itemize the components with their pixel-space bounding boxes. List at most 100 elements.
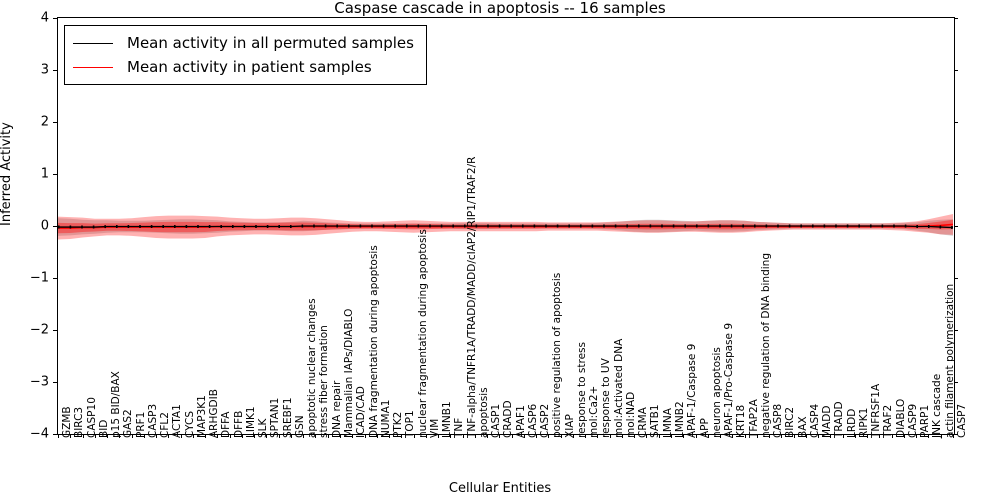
x-tick-mark	[82, 434, 84, 438]
x-tick-mark	[916, 434, 918, 438]
x-tick-label: CASP10	[85, 397, 98, 438]
x-tick-mark	[487, 434, 489, 438]
x-tick-mark	[241, 434, 243, 438]
x-tick-mark	[720, 434, 722, 438]
y-tick-mark	[954, 330, 958, 331]
x-tick-label: DIABLO	[894, 398, 907, 438]
x-tick-mark	[548, 434, 550, 438]
x-tick-mark	[192, 434, 194, 438]
x-tick-label: p15 BID/BAX	[110, 371, 123, 438]
x-tick-mark	[781, 434, 783, 438]
x-tick-label: CASP4	[808, 403, 821, 438]
y-tick-mark	[954, 70, 958, 71]
x-tick-mark	[560, 434, 562, 438]
x-tick-label: apoptotic nuclear changes	[306, 298, 319, 438]
x-tick-mark	[425, 434, 427, 438]
x-tick-label: mol:Activated DNA	[612, 338, 625, 438]
x-tick-mark	[499, 434, 501, 438]
y-tick-mark	[954, 122, 958, 123]
x-tick-mark	[119, 434, 121, 438]
x-tick-mark	[732, 434, 734, 438]
x-tick-mark	[523, 434, 525, 438]
x-tick-mark	[131, 434, 133, 438]
legend-swatch-patient	[73, 66, 113, 68]
y-tick-label: 3	[40, 62, 49, 78]
x-tick-mark	[70, 434, 72, 438]
x-tick-label: LMNB1	[441, 401, 454, 438]
y-tick-mark	[53, 174, 57, 175]
x-tick-mark	[327, 434, 329, 438]
x-tick-mark	[756, 434, 758, 438]
legend: Mean activity in all permuted samples Me…	[64, 25, 427, 85]
x-tick-label: nuclear fragmentation during apoptosis	[416, 229, 429, 438]
x-tick-label: response to stress	[575, 342, 588, 438]
x-tick-mark	[180, 434, 182, 438]
x-tick-label: NUMA1	[379, 399, 392, 438]
y-tick-mark	[954, 18, 958, 19]
legend-label-permuted: Mean activity in all permuted samples	[127, 34, 414, 52]
x-tick-label: APAF-1/Caspase 9	[686, 343, 699, 438]
x-tick-label: apoptosis	[477, 387, 490, 438]
x-tick-label: SREBF1	[281, 397, 294, 438]
x-tick-mark	[462, 434, 464, 438]
x-tick-mark	[818, 434, 820, 438]
x-tick-mark	[168, 434, 170, 438]
x-tick-label: ICAD/CAD	[355, 386, 368, 438]
y-tick-mark	[53, 330, 57, 331]
x-tick-mark	[254, 434, 256, 438]
x-tick-label: ACTA1	[171, 404, 184, 438]
plot-area	[57, 17, 955, 435]
x-tick-mark	[450, 434, 452, 438]
x-axis-tick-labels: GZMB BIRC3 CASP10 BID p15 BID/BAX GAS2 PRF1 CAS…	[57, 157, 968, 482]
x-tick-label: TFAP2A	[747, 399, 760, 438]
x-tick-mark	[401, 434, 403, 438]
x-tick-label: APAF-1/Pro-Caspase 9	[723, 323, 736, 438]
y-tick-label: 0	[40, 218, 49, 234]
x-tick-mark	[842, 434, 844, 438]
x-tick-label: CASP6	[526, 403, 539, 438]
x-tick-mark	[143, 434, 145, 438]
x-tick-mark	[830, 434, 832, 438]
x-tick-mark	[413, 434, 415, 438]
x-tick-mark	[707, 434, 709, 438]
x-tick-mark	[928, 434, 930, 438]
x-tick-label: positive regulation of apoptosis	[551, 272, 564, 438]
x-tick-mark	[156, 434, 158, 438]
x-tick-label: actin filament polymerization	[943, 283, 956, 438]
x-tick-mark	[229, 434, 231, 438]
x-tick-mark	[854, 434, 856, 438]
x-tick-mark	[671, 434, 672, 438]
legend-item-patient: Mean activity in patient samples	[73, 55, 414, 79]
x-tick-mark	[352, 434, 354, 438]
x-tick-label: SATB1	[649, 404, 662, 438]
y-tick-mark	[53, 226, 57, 227]
y-tick-label: −1	[29, 270, 49, 286]
y-tick-mark	[954, 434, 958, 435]
y-tick-mark	[954, 226, 958, 227]
x-tick-mark	[303, 434, 305, 438]
y-tick-mark	[954, 382, 958, 383]
y-tick-label: 4	[40, 10, 49, 26]
x-tick-mark	[389, 434, 391, 438]
x-axis-label: Cellular Entities	[448, 481, 552, 496]
y-tick-label: −4	[29, 426, 49, 442]
x-tick-mark	[536, 434, 538, 438]
x-tick-label: TNFRSF1A	[870, 383, 883, 438]
x-tick-mark	[585, 434, 587, 438]
x-tick-mark	[634, 434, 636, 438]
x-tick-label: Mammalian IAPs/DIABLO	[342, 308, 355, 438]
x-tick-mark	[879, 434, 881, 438]
x-tick-label: mol:Ca2+	[588, 385, 601, 438]
x-tick-mark	[793, 434, 795, 438]
x-tick-mark	[597, 434, 599, 438]
x-tick-label: mol:NAD	[624, 391, 637, 438]
x-tick-mark	[658, 434, 660, 438]
x-tick-mark	[805, 434, 807, 438]
x-tick-mark	[572, 434, 574, 438]
x-tick-label: SPTAN1	[269, 397, 282, 438]
x-tick-mark	[438, 434, 440, 438]
x-tick-mark	[205, 434, 207, 438]
x-tick-mark	[940, 434, 942, 438]
x-tick-mark	[58, 434, 59, 438]
